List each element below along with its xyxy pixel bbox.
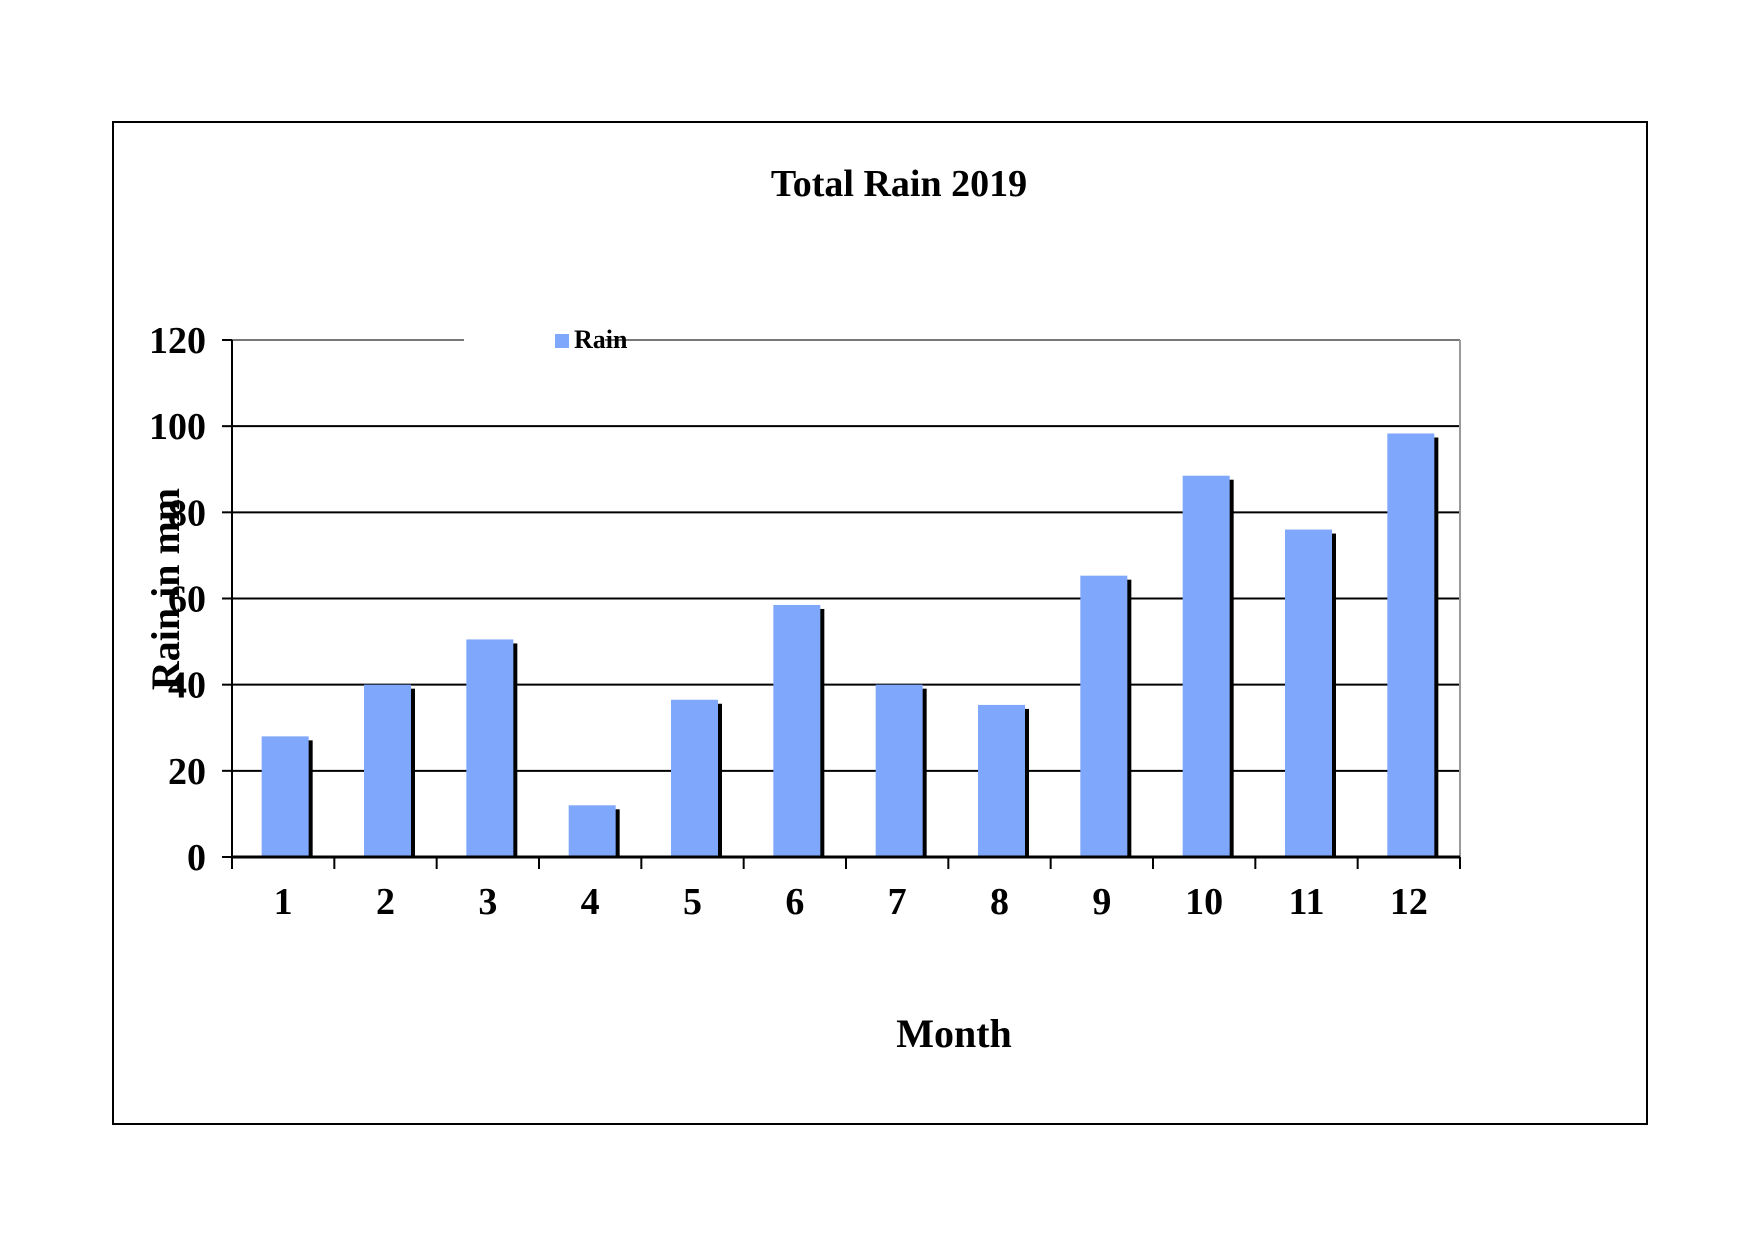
legend-label-rain: Rain (574, 325, 628, 354)
bar-5 (671, 699, 718, 857)
axes (222, 339, 1461, 869)
gridlines (232, 339, 1461, 857)
y-tick-label-80: 80 (168, 492, 206, 534)
bar-9 (1080, 575, 1128, 857)
bar-3 (466, 639, 514, 857)
x-tick-labels: 1 2 3 4 5 6 7 8 9 10 11 12 (274, 881, 1428, 923)
chart-title: Total Rain 2019 (771, 163, 1027, 205)
x-tick-label-10: 10 (1185, 881, 1223, 923)
y-tick-label-0: 0 (187, 837, 206, 879)
y-tick-label-40: 40 (168, 665, 206, 707)
bar-2 (364, 684, 411, 857)
y-tick-label-60: 60 (168, 579, 206, 621)
legend-box (464, 315, 605, 365)
y-tick-labels: 0 20 40 60 80 100 120 (149, 320, 206, 879)
x-tick-label-5: 5 (683, 881, 702, 923)
x-tick-label-6: 6 (785, 881, 804, 923)
bar-10 (1182, 475, 1230, 857)
x-tick-label-4: 4 (581, 881, 600, 923)
x-tick-label-9: 9 (1092, 881, 1111, 923)
bar-8 (978, 704, 1025, 857)
x-axis-title: Month (896, 1011, 1012, 1056)
y-tick-label-120: 120 (149, 320, 206, 362)
y-tick-label-100: 100 (149, 406, 206, 448)
x-tick-label-11: 11 (1289, 881, 1325, 923)
x-tick-label-12: 12 (1390, 881, 1428, 923)
x-tick-label-1: 1 (274, 881, 293, 923)
bar-12 (1387, 433, 1435, 857)
bar-4 (568, 805, 616, 857)
x-tick-label-2: 2 (376, 881, 395, 923)
bar-11 (1285, 529, 1332, 857)
y-axis-title: Rain in mm (143, 488, 188, 690)
bar-6 (773, 604, 821, 857)
x-tick-label-3: 3 (478, 881, 497, 923)
legend-swatch-rain (555, 334, 569, 348)
y-tick-label-20: 20 (168, 751, 206, 793)
bar-7 (875, 684, 923, 857)
x-tick-label-8: 8 (990, 881, 1009, 923)
legend: Rain (464, 315, 628, 365)
bar-1 (261, 736, 309, 857)
bars (261, 433, 1439, 857)
x-tick-label-7: 7 (888, 881, 907, 923)
